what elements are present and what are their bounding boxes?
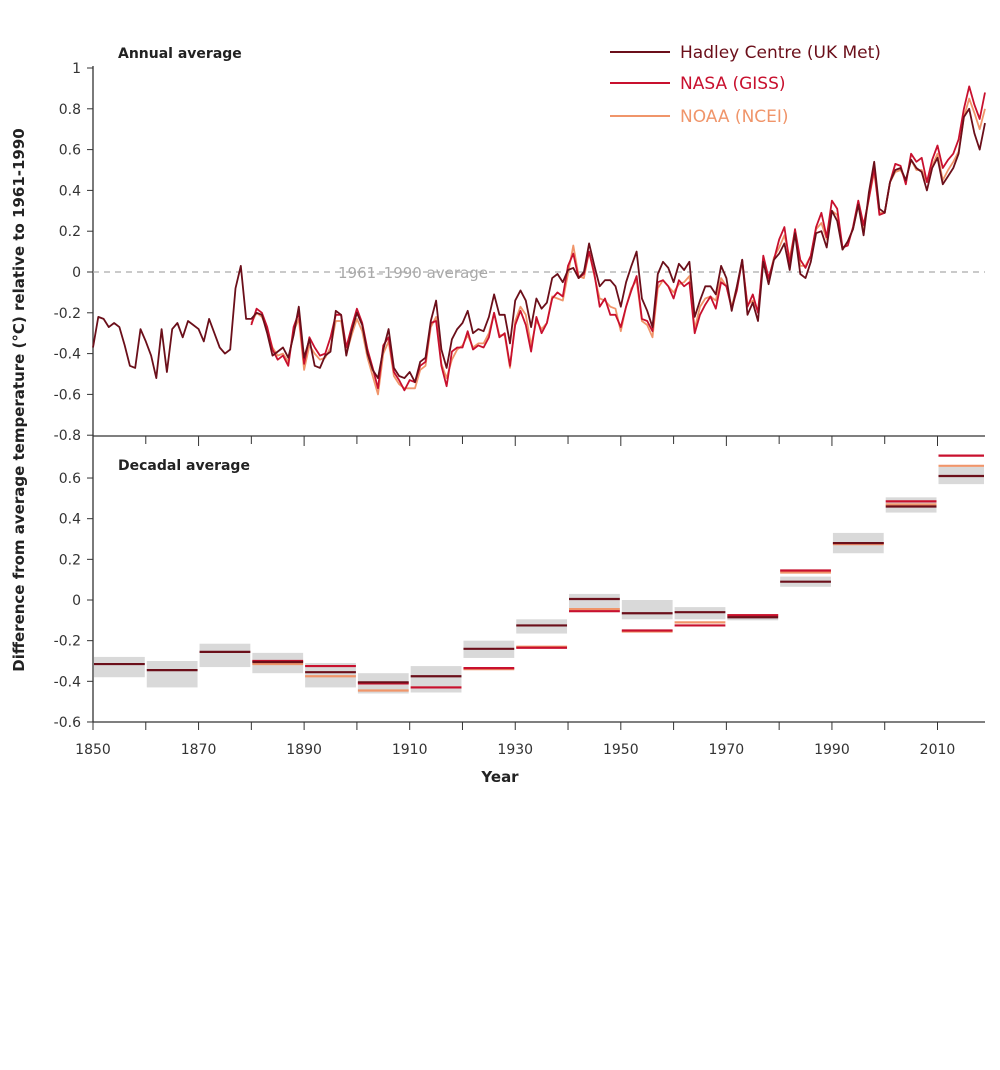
x-tick-label: 2010 <box>920 742 956 758</box>
annual-line-nasa <box>250 85 986 392</box>
decadal-uncertainty-band <box>410 666 462 693</box>
y-tick-label-decadal: -0.2 <box>54 634 81 650</box>
annual-line-hadley <box>92 107 986 384</box>
y-tick-label-annual: 1 <box>72 61 81 77</box>
y-tick-label-annual: 0.4 <box>59 183 81 199</box>
x-axis-label: Year <box>480 768 519 786</box>
x-tick-label: 1970 <box>709 742 745 758</box>
y-tick-label-annual: 0.8 <box>59 102 81 118</box>
decadal-uncertainty-band <box>199 643 251 668</box>
decadal-uncertainty-band <box>621 600 673 620</box>
y-tick-label-annual: -0.6 <box>54 387 81 403</box>
legend-label-noaa: NOAA (NCEI) <box>680 107 789 127</box>
legend-label-nasa: NASA (GISS) <box>680 74 786 94</box>
x-tick-label: 1910 <box>392 742 428 758</box>
y-tick-label-annual: 0.6 <box>59 143 81 159</box>
x-tick-label: 1890 <box>286 742 322 758</box>
x-tick-label: 1950 <box>603 742 639 758</box>
y-tick-label-decadal: 0.2 <box>59 552 81 568</box>
legend-label-hadley: Hadley Centre (UK Met) <box>680 43 881 63</box>
y-tick-label-decadal: 0.6 <box>59 471 81 487</box>
y-tick-label-annual: 0.2 <box>59 224 81 240</box>
y-tick-label-decadal: -0.4 <box>54 674 81 690</box>
decadal-uncertainty-band <box>94 656 145 678</box>
decadal-panel-title: Decadal average <box>118 458 250 474</box>
y-tick-label-annual: -0.8 <box>54 428 81 444</box>
x-tick-label: 1930 <box>497 742 533 758</box>
y-tick-label-decadal: -0.6 <box>54 715 81 731</box>
reference-line-label: 1961–1990 average <box>338 264 488 282</box>
decadal-uncertainty-band <box>146 660 198 688</box>
x-tick-label: 1990 <box>814 742 850 758</box>
y-tick-label-annual: -0.4 <box>54 347 81 363</box>
legend: Hadley Centre (UK Met) NASA (GISS) NOAA … <box>610 43 881 127</box>
annual-line-noaa <box>250 97 986 396</box>
y-tick-label-annual: 0 <box>72 265 81 281</box>
x-tick-label: 1870 <box>181 742 217 758</box>
y-tick-label-annual: -0.2 <box>54 306 81 322</box>
x-tick-label: 1850 <box>75 742 111 758</box>
annual-panel-title: Annual average <box>118 46 242 62</box>
y-tick-label-decadal: 0.4 <box>59 512 81 528</box>
y-tick-label-decadal: 0 <box>72 593 81 609</box>
y-axis-label: Difference from average temperature (°C)… <box>10 128 28 672</box>
